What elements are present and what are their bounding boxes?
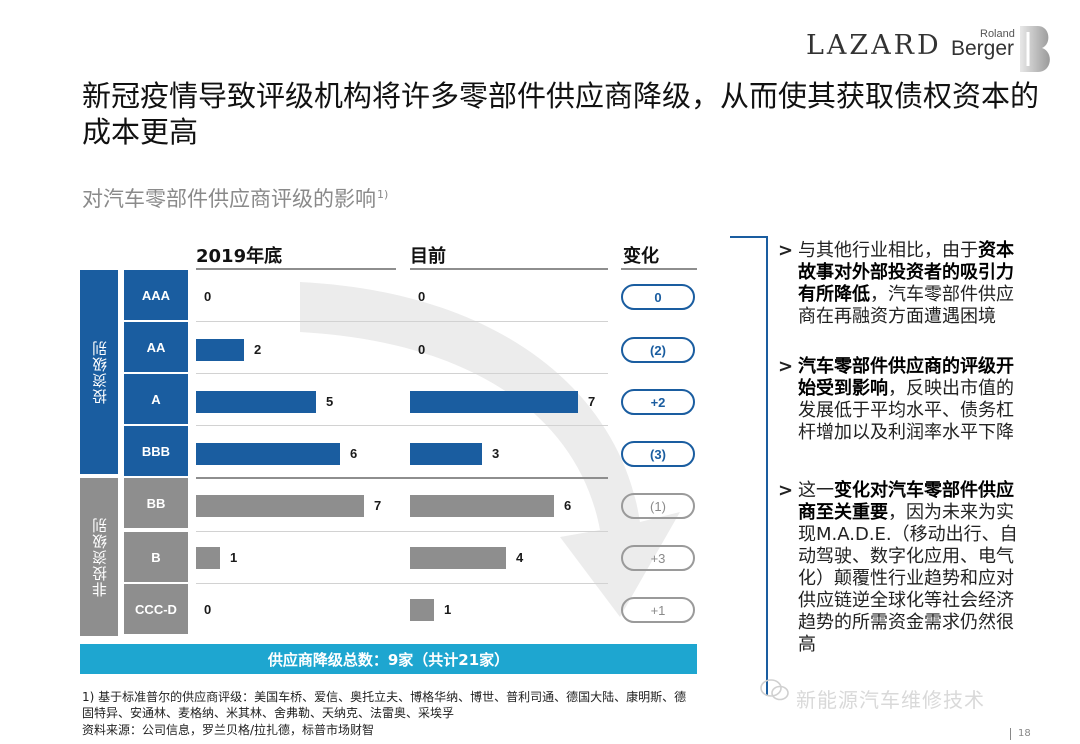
value-label-current-a: 7	[588, 394, 596, 409]
commentary-bullet-3: > 这一变化对汽车零部件供应商至关重要，因为未来为实现M.A.D.E.（移动出行…	[778, 480, 1018, 656]
source-note: 资料来源：公司信息，罗兰贝格/拉扎德，标普市场财智	[82, 723, 375, 737]
value-label-current-aa: 0	[418, 342, 426, 357]
column-header-change: 变化	[623, 246, 659, 267]
bullet-marker: >	[778, 240, 794, 261]
bar-end2019-a	[196, 391, 316, 413]
bar-current-bbb	[410, 443, 482, 465]
value-label-current-ccc-d: 1	[444, 602, 452, 617]
page-title: 新冠疫情导致评级机构将许多零部件供应商降级，从而使其获取债权资本的成本更高	[82, 79, 1040, 149]
bar-end2019-aa	[196, 339, 244, 361]
bullet-3-post: ，因为未来为实现M.A.D.E.（移动出行、自动驾驶、数字化应用、电气化）颠覆性…	[798, 502, 1018, 655]
value-label-current-bbb: 3	[492, 446, 500, 461]
value-label-end2019-b: 1	[230, 550, 238, 565]
column-header-current: 目前	[410, 246, 446, 267]
value-label-end2019-aa: 2	[254, 342, 262, 357]
value-label-end2019-bb: 7	[374, 498, 382, 513]
value-label-end2019-ccc-d: 0	[204, 602, 212, 617]
change-pill-a: +2	[621, 389, 695, 415]
rating-label-aa: AA	[124, 322, 188, 372]
page-number-divider	[1010, 728, 1011, 740]
row-divider	[196, 425, 608, 426]
commentary-bracket-top	[730, 236, 768, 238]
change-pill-bb: (1)	[621, 493, 695, 519]
investment-grade-band: 投资级别	[80, 270, 118, 474]
bar-current-a	[410, 391, 578, 413]
watermark-text: 新能源汽车维修技术	[796, 688, 985, 712]
change-pill-aaa: 0	[621, 284, 695, 310]
commentary-bullet-1: > 与其他行业相比，由于资本故事对外部投资者的吸引力有所降低，汽车零部件供应商在…	[778, 240, 1018, 328]
change-pill-b: +3	[621, 545, 695, 571]
row-divider	[196, 373, 608, 374]
rating-label-ccc-d: CCC-D	[124, 584, 188, 634]
rating-label-bb: BB	[124, 478, 188, 528]
bullet-2-emphasis: 汽车零部件供应商的评级开始受到影响	[798, 356, 1014, 399]
bullet-3-pre: 这一	[798, 480, 834, 501]
column-header-2019: 2019年底	[196, 246, 283, 267]
downgrade-total-banner: 供应商降级总数：9家（共计21家）	[80, 644, 697, 674]
commentary-bullet-2: > 汽车零部件供应商的评级开始受到影响，反映出市值的发展低于平均水平、债务杠杆增…	[778, 356, 1018, 444]
footnote-1: 1) 基于标准普尔的供应商评级：美国车桥、爱信、奥托立夫、博格华纳、博世、普利司…	[82, 690, 687, 704]
header-rule-change	[621, 268, 697, 270]
change-pill-aa: (2)	[621, 337, 695, 363]
bar-current-ccc-d	[410, 599, 434, 621]
footnote-1-continued: 固特异、安通林、麦格纳、米其林、舍弗勒、天纳克、法雷奥、采埃孚	[82, 706, 455, 720]
rating-label-a: A	[124, 374, 188, 424]
bullet-marker: >	[778, 480, 794, 501]
subtitle-footnote-ref: 1)	[377, 188, 389, 201]
bar-current-bb	[410, 495, 554, 517]
header-rule-2019	[196, 268, 396, 270]
background-arrow-icon	[300, 282, 680, 617]
value-label-end2019-aaa: 0	[204, 289, 212, 304]
page-number: 18	[1018, 728, 1031, 739]
value-label-current-b: 4	[516, 550, 524, 565]
value-label-end2019-a: 5	[326, 394, 334, 409]
row-divider	[196, 321, 608, 322]
bullet-1-pre: 与其他行业相比，由于	[798, 240, 978, 261]
value-label-current-bb: 6	[564, 498, 572, 513]
bar-end2019-bbb	[196, 443, 340, 465]
commentary-bracket-line	[766, 236, 768, 696]
roland-berger-b-icon	[1020, 26, 1050, 72]
row-divider	[196, 583, 608, 584]
wechat-icon	[760, 679, 789, 701]
rating-label-bbb: BBB	[124, 426, 188, 476]
value-label-end2019-bbb: 6	[350, 446, 358, 461]
change-pill-bbb: (3)	[621, 441, 695, 467]
rating-label-aaa: AAA	[124, 270, 188, 320]
bullet-1-post: ，汽车零部件供应商在再融资方面遭遇困境	[798, 284, 1014, 327]
change-pill-ccc-d: +1	[621, 597, 695, 623]
non-investment-grade-label: 非投资级别	[90, 517, 109, 597]
bar-end2019-b	[196, 547, 220, 569]
lazard-logo: LAZARD	[806, 30, 942, 61]
bullet-marker: >	[778, 356, 794, 377]
non-investment-grade-band: 非投资级别	[80, 478, 118, 636]
roland-logo-text: Roland	[980, 28, 1015, 40]
bullet-1-emphasis: 资本故事对外部投资者的吸引力有所降低	[798, 240, 1014, 305]
rating-label-b: B	[124, 532, 188, 582]
chart-subtitle: 对汽车零部件供应商评级的影响1)	[82, 183, 388, 213]
berger-logo-text: Berger	[951, 37, 1015, 60]
bar-end2019-bb	[196, 495, 364, 517]
value-label-current-aaa: 0	[418, 289, 426, 304]
bullet-2-post: ，反映出市值的发展低于平均水平、债务杠杆增加以及利润率水平下降	[798, 378, 1014, 443]
bar-current-b	[410, 547, 506, 569]
subtitle-text: 对汽车零部件供应商评级的影响	[82, 187, 376, 211]
investment-grade-label: 投资级别	[90, 340, 109, 404]
row-divider	[196, 531, 608, 532]
group-divider	[196, 477, 608, 479]
header-rule-current	[410, 268, 608, 270]
bullet-3-emphasis: 变化对汽车零部件供应商至关重要	[798, 480, 1014, 523]
